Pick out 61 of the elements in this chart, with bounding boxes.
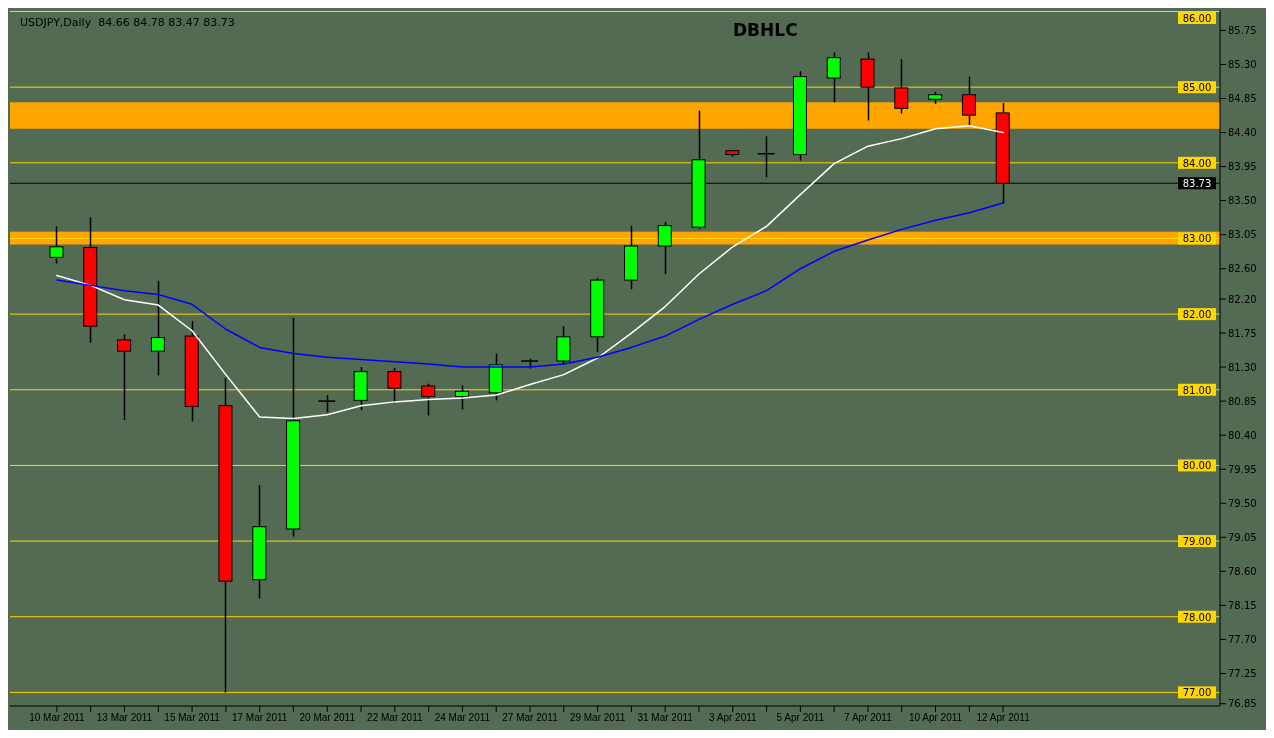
y-tick-label: 83.95 — [1228, 161, 1257, 173]
text: USDJPY,Daily 84.66 84.78 83.47 83.73 — [20, 16, 235, 29]
y-tick-label: 83.05 — [1228, 229, 1257, 241]
x-tick-label: 24 Mar 2011 — [434, 712, 491, 724]
ref-line-label: 79.00 — [1182, 536, 1212, 548]
ref-line-label: 82.00 — [1182, 309, 1212, 321]
ref-line-label: 81.00 — [1182, 384, 1212, 396]
line-series — [56, 125, 1004, 420]
x-tick-label: 5 Apr 2011 — [776, 712, 825, 724]
y-tick-label: 76.85 — [1228, 698, 1257, 710]
y-tick-label: 80.40 — [1228, 429, 1257, 441]
x-tick-label: 13 Mar 2011 — [96, 712, 153, 724]
line-series — [56, 202, 1004, 368]
ref-line-label: 84.00 — [1182, 157, 1212, 169]
y-tick-label: 79.50 — [1228, 497, 1257, 509]
y-tick-label: 82.60 — [1228, 263, 1257, 275]
y-tick-label: 79.95 — [1228, 463, 1257, 475]
y-tick-label: 81.30 — [1228, 361, 1257, 373]
x-tick-label: 7 Apr 2011 — [844, 712, 893, 724]
ref-line-label: 83.73 — [1182, 178, 1212, 190]
annotation: DBHLC — [733, 20, 798, 40]
x-tick-label: 31 Mar 2011 — [637, 712, 694, 724]
candlestick — [387, 367, 402, 404]
ref-line-label: 78.00 — [1182, 611, 1212, 623]
ref-line-label: 80.00 — [1182, 460, 1212, 472]
x-tick-label: 27 Mar 2011 — [502, 712, 559, 724]
y-tick-label: 77.70 — [1228, 633, 1257, 645]
y-tick-label: 80.85 — [1228, 395, 1257, 407]
candlestick — [657, 221, 672, 275]
y-tick-label: 82.20 — [1228, 293, 1257, 305]
candlestick — [961, 76, 976, 127]
ref-line-label: 85.00 — [1182, 82, 1212, 94]
y-tick-label: 77.25 — [1228, 668, 1257, 680]
x-tick-label: 3 Apr 2011 — [708, 712, 758, 724]
y-tick-label: 84.40 — [1228, 127, 1257, 139]
y-tick-label: 85.75 — [1228, 24, 1257, 36]
x-tick-label: 10 Mar 2011 — [29, 712, 86, 724]
ref-line-label: 77.00 — [1182, 687, 1212, 699]
y-tick-label: 84.85 — [1228, 93, 1257, 105]
y-tick-label: 81.75 — [1228, 327, 1257, 339]
x-tick-label: 12 Apr 2011 — [976, 712, 1031, 724]
candlestick — [117, 334, 132, 421]
x-tick-label: 10 Apr 2011 — [908, 712, 963, 724]
x-tick-label: 29 Mar 2011 — [569, 712, 626, 724]
ref-line-label: 83.00 — [1182, 233, 1212, 245]
y-tick-label: 79.05 — [1228, 531, 1257, 543]
candlestick — [455, 385, 470, 410]
x-tick-label: 22 Mar 2011 — [367, 712, 423, 724]
y-tick-label: 78.60 — [1228, 565, 1257, 577]
candlestick — [894, 59, 909, 114]
y-tick-label: 83.50 — [1228, 195, 1257, 207]
candlestick — [421, 383, 436, 416]
y-tick-label: 78.15 — [1228, 599, 1257, 611]
ref-line-label: 86.00 — [1182, 13, 1212, 24]
candlestick — [826, 52, 841, 103]
x-tick-label: 20 Mar 2011 — [299, 712, 356, 724]
x-tick-label: 17 Mar 2011 — [231, 712, 288, 724]
candlestick — [49, 226, 64, 264]
candlestick — [150, 280, 165, 376]
x-tick-label: 15 Mar 2011 — [164, 712, 221, 724]
y-tick-label: 85.30 — [1228, 59, 1257, 71]
